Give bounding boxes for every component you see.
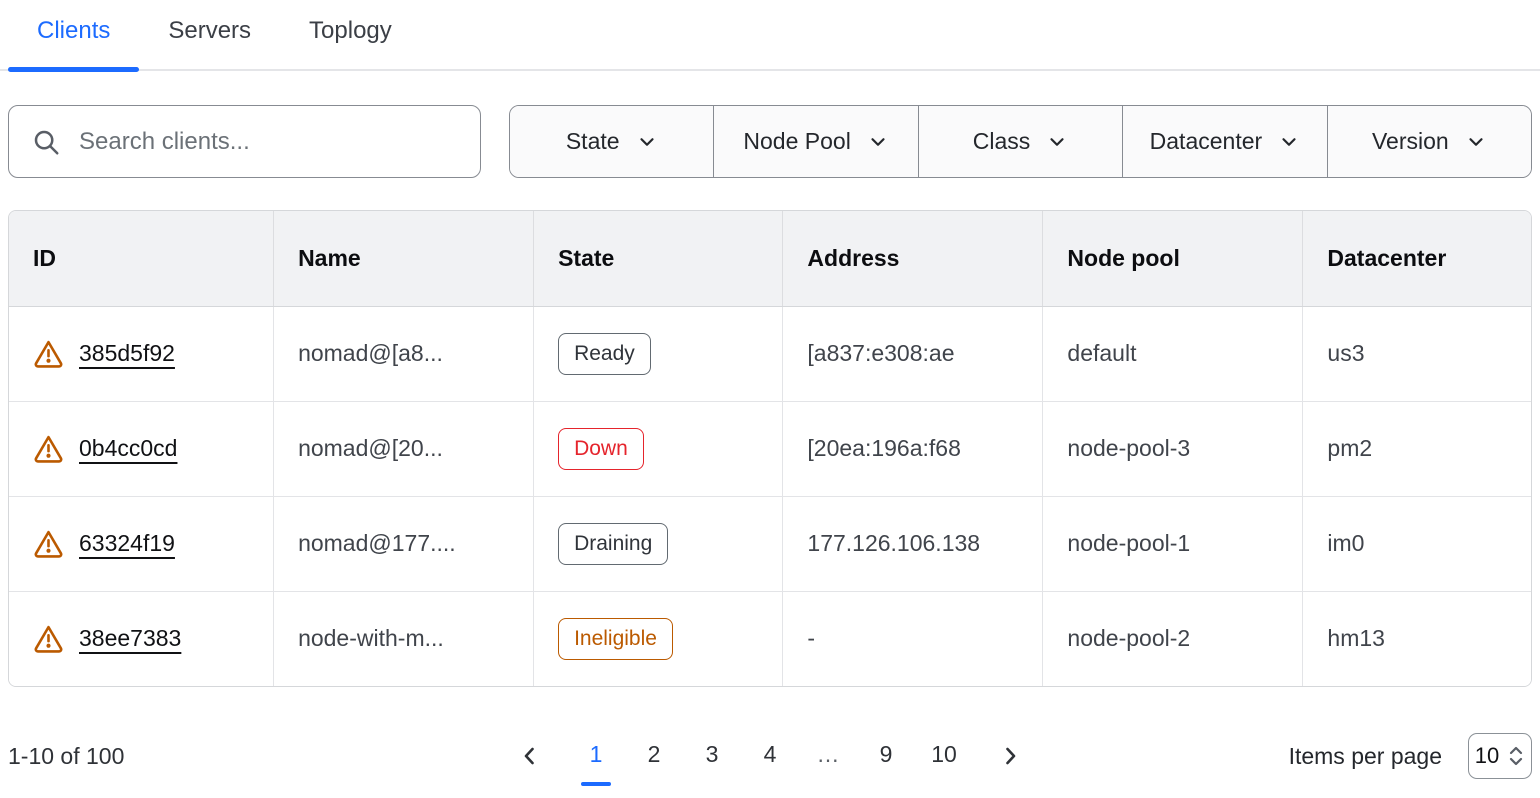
state-badge: Ready — [558, 332, 651, 375]
search-icon — [31, 127, 61, 157]
items-per-page-label: Items per page — [1288, 742, 1442, 769]
active-tab-indicator — [8, 67, 140, 72]
tab-servers-label: Servers — [168, 17, 252, 44]
table-row: 0b4cc0cd nomad@[20... Down [20ea:196a:f6… — [9, 401, 1531, 497]
client-name: nomad@177.... — [273, 496, 535, 592]
client-node-pool: default — [1042, 306, 1304, 402]
filter-group: State Node Pool Class Datacenter — [509, 105, 1532, 178]
stepper-updown-icon — [1507, 745, 1525, 767]
client-datacenter: im0 — [1302, 496, 1531, 592]
client-address: - — [782, 591, 1044, 686]
tab-clients-label: Clients — [37, 17, 111, 44]
client-datacenter: hm13 — [1302, 591, 1531, 686]
col-header-name: Name — [273, 211, 535, 307]
warning-triangle-icon — [33, 623, 64, 654]
page-button-2[interactable]: 2 — [647, 740, 661, 767]
chevron-down-icon — [867, 131, 889, 153]
client-id-link[interactable]: 385d5f92 — [79, 340, 175, 366]
chevron-left-icon — [518, 744, 542, 768]
client-id-link[interactable]: 38ee7383 — [79, 625, 182, 652]
filter-class-button[interactable]: Class — [918, 106, 1124, 177]
page-button-1[interactable]: 1 — [578, 727, 614, 786]
clients-table: ID Name State Address Node pool Datacent… — [8, 210, 1532, 687]
col-header-datacenter: Datacenter — [1302, 211, 1531, 307]
col-header-id: ID — [9, 211, 275, 307]
table-header-row: ID Name State Address Node pool Datacent… — [9, 211, 1531, 307]
client-node-pool: node-pool-2 — [1042, 591, 1304, 686]
state-badge: Draining — [558, 522, 669, 565]
filter-version-label: Version — [1371, 128, 1449, 154]
next-page-button[interactable] — [984, 738, 1036, 774]
active-page-indicator — [581, 781, 611, 786]
search-input[interactable] — [79, 127, 458, 156]
tab-topology-label: Toplogy — [309, 17, 392, 44]
col-header-node-pool: Node pool — [1042, 211, 1304, 307]
filter-class-label: Class — [972, 128, 1031, 154]
items-per-page-select[interactable]: 10 — [1468, 733, 1532, 779]
filter-state-button[interactable]: State — [510, 106, 715, 177]
page-button-4[interactable]: 4 — [763, 740, 777, 767]
page-number: 1 — [589, 740, 603, 767]
client-address: [20ea:196a:f68 — [782, 401, 1044, 497]
warning-triangle-icon — [33, 433, 64, 464]
client-datacenter: us3 — [1302, 306, 1531, 402]
items-per-page: Items per page 10 — [1036, 733, 1532, 779]
filter-version-button[interactable]: Version — [1327, 106, 1531, 177]
tab-servers[interactable]: Servers — [139, 0, 280, 69]
table-row: 385d5f92 nomad@[a8... Ready [a837:e308:a… — [9, 306, 1531, 402]
tab-clients[interactable]: Clients — [8, 0, 140, 72]
chevron-down-icon — [1046, 131, 1068, 153]
filter-state-label: State — [565, 128, 620, 154]
client-id-link[interactable]: 63324f19 — [79, 530, 175, 556]
page-ellipsis: … — [816, 740, 840, 767]
client-name: nomad@[a8... — [273, 306, 535, 402]
page-button-3[interactable]: 3 — [705, 740, 719, 767]
client-id-link[interactable]: 0b4cc0cd — [79, 435, 178, 461]
chevron-down-icon — [636, 131, 658, 153]
pager: 1 2 3 4 … 9 10 — [504, 727, 1036, 786]
client-address: 177.126.106.138 — [782, 496, 1044, 592]
page-button-10[interactable]: 10 — [931, 740, 957, 767]
tab-topology[interactable]: Toplogy — [280, 0, 421, 69]
chevron-right-icon — [998, 744, 1022, 768]
toolbar: State Node Pool Class Datacenter — [8, 105, 1532, 178]
client-node-pool: node-pool-1 — [1042, 496, 1304, 592]
client-name: node-with-m... — [273, 591, 535, 686]
client-address: [a837:e308:ae — [782, 306, 1044, 402]
chevron-down-icon — [1278, 131, 1300, 153]
client-name: nomad@[20... — [273, 401, 535, 497]
page-button-9[interactable]: 9 — [879, 740, 893, 767]
filter-node-pool-label: Node Pool — [743, 128, 851, 154]
search-box[interactable] — [8, 105, 481, 178]
warning-triangle-icon — [33, 528, 64, 559]
filter-datacenter-label: Datacenter — [1149, 128, 1263, 154]
warning-triangle-icon — [33, 338, 64, 369]
items-per-page-value: 10 — [1474, 743, 1500, 768]
col-header-address: Address — [782, 211, 1044, 307]
tab-bar: Clients Servers Toplogy — [0, 0, 1540, 72]
table-row: 63324f19 nomad@177.... Draining 177.126.… — [9, 496, 1531, 592]
chevron-down-icon — [1465, 131, 1487, 153]
client-node-pool: node-pool-3 — [1042, 401, 1304, 497]
col-header-state: State — [533, 211, 784, 307]
state-badge: Ineligible — [558, 617, 673, 660]
results-summary: 1-10 of 100 — [8, 742, 125, 769]
filter-node-pool-button[interactable]: Node Pool — [714, 106, 919, 177]
table-row: 38ee7383 node-with-m... Ineligible - nod… — [9, 591, 1531, 686]
client-datacenter: pm2 — [1302, 401, 1531, 497]
pagination-bar: 1-10 of 100 1 2 3 4 … 9 10 — [8, 717, 1532, 795]
previous-page-button[interactable] — [504, 738, 556, 774]
state-badge: Down — [558, 427, 644, 470]
filter-datacenter-button[interactable]: Datacenter — [1123, 106, 1328, 177]
